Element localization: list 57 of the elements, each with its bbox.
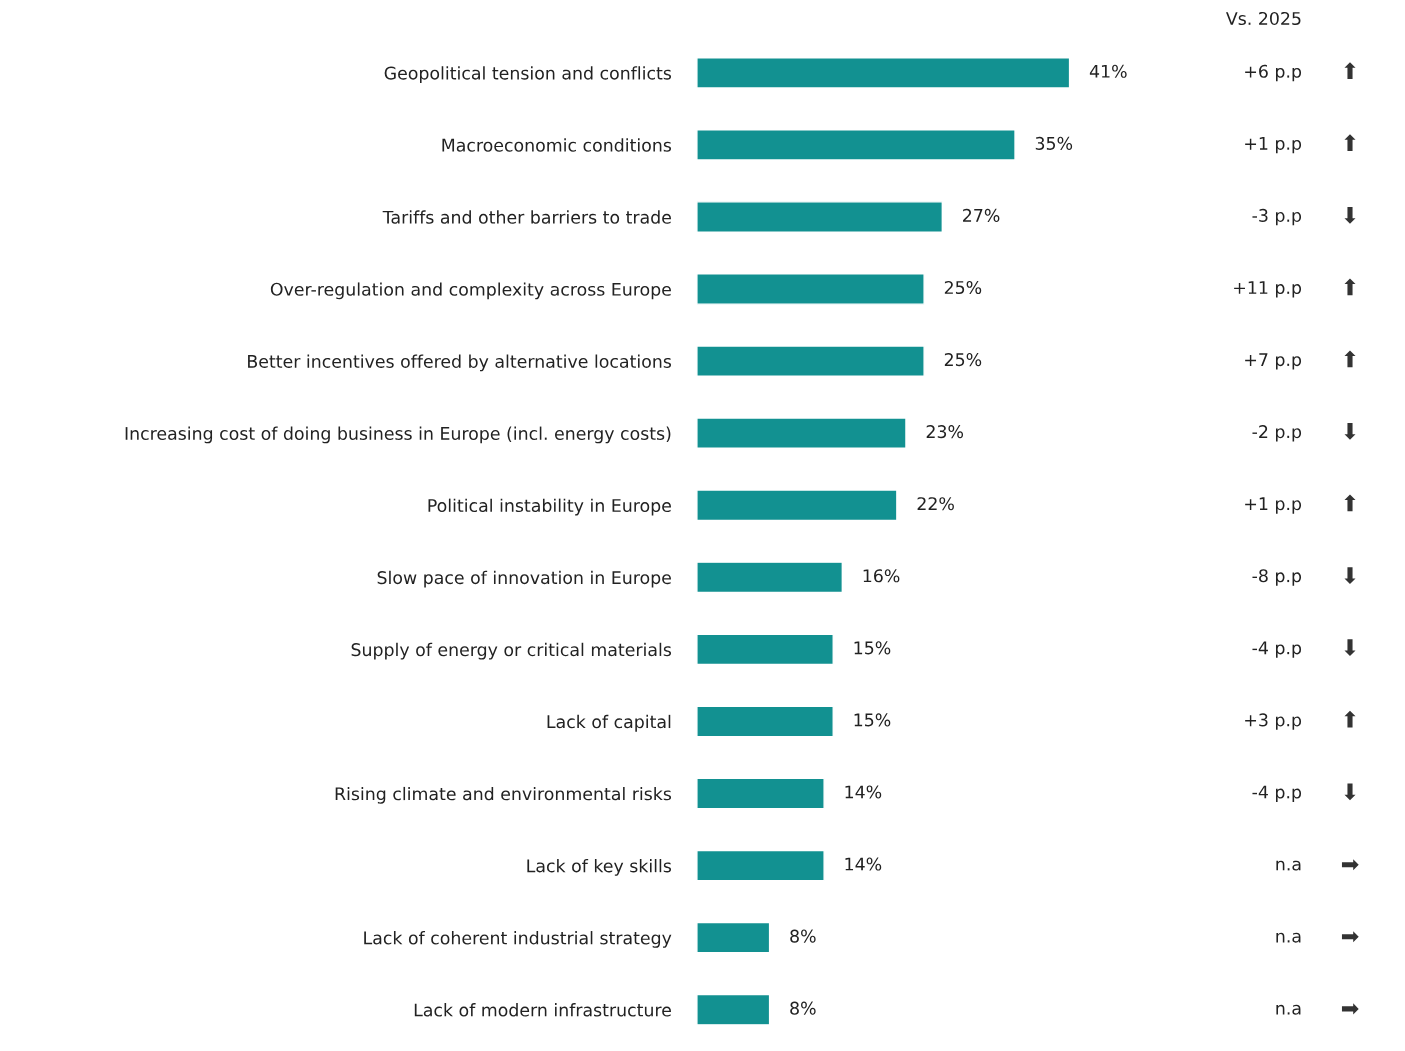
y-tick-label: Political instability in Europe (428, 498, 671, 516)
text: +1 p.p ⬆ (1245, 134, 1356, 154)
y-tick-label: Better incentives offered by alternative locations (248, 354, 672, 372)
y-tick-label: Lack of modern infrastructure (414, 1003, 671, 1017)
data-label: 27% (963, 208, 1000, 222)
data-label: 22% (917, 497, 954, 511)
text: -3 p.p ⬇ (1252, 206, 1356, 226)
bar (696, 993, 771, 1026)
bar (696, 489, 898, 522)
text: n.a ➡ (1276, 931, 1359, 943)
y-tick-label: Geopolitical tension and conflicts (384, 66, 672, 84)
text: +11 p.p ⬆ (1234, 278, 1356, 298)
y-tick-label: Increasing cost of doing business in Europe (incl. energy costs) (125, 426, 671, 444)
bar (696, 417, 907, 449)
text: -2 p.p ⬇ (1252, 423, 1356, 442)
y-tick-label: Over-regulation and complexity across Europe (270, 282, 671, 300)
y-tick-label: Supply of energy or critical materials (351, 642, 672, 660)
text: -4 p.p ⬇ (1252, 783, 1356, 802)
text: n.a ➡ (1276, 859, 1359, 871)
bar (696, 705, 834, 738)
data-label: 25% (944, 353, 982, 367)
y-tick-label: Tariffs and other barriers to trade (382, 210, 671, 224)
y-tick-label: Slow pace of innovation in Europe (377, 570, 671, 588)
data-label: 41% (1089, 64, 1127, 78)
data-label: 16% (863, 569, 900, 583)
text: n.a ➡ (1276, 1003, 1359, 1015)
bar (696, 273, 925, 305)
data-label: 14% (845, 785, 882, 799)
bar (696, 777, 825, 810)
data-label: 15% (854, 641, 891, 655)
text: -8 p.p ⬇ (1252, 567, 1356, 586)
text: +1 p.p ⬆ (1245, 494, 1356, 514)
y-tick-label: Lack of capital (547, 714, 671, 732)
data-label: 8% (790, 929, 816, 943)
data-label: 25% (944, 280, 982, 295)
bar (696, 633, 834, 666)
y-tick-label: Macroeconomic conditions (442, 138, 672, 152)
data-label: 14% (845, 857, 882, 871)
text: +7 p.p ⬆ (1245, 350, 1356, 370)
bar (696, 849, 825, 882)
text: -4 p.p ⬇ (1252, 639, 1356, 658)
data-label: 35% (1035, 136, 1073, 150)
bar (696, 56, 1071, 89)
bar (696, 921, 771, 954)
y-tick-label: Lack of coherent industrial strategy (364, 931, 672, 948)
bar (696, 561, 844, 594)
bar (696, 345, 925, 377)
bar (696, 129, 1016, 161)
text: +6 p.p ⬆ (1245, 62, 1356, 82)
y-tick-label: Rising climate and environmental risks (335, 786, 672, 804)
data-label: 8% (790, 1001, 816, 1015)
legend-title: Vs. 2025 (1226, 11, 1301, 26)
y-tick-label: Lack of key skills (527, 858, 672, 876)
data-label: 15% (854, 713, 891, 727)
text: +3 p.p ⬆ (1245, 710, 1356, 730)
bar (696, 201, 944, 233)
data-label: 23% (926, 425, 964, 439)
